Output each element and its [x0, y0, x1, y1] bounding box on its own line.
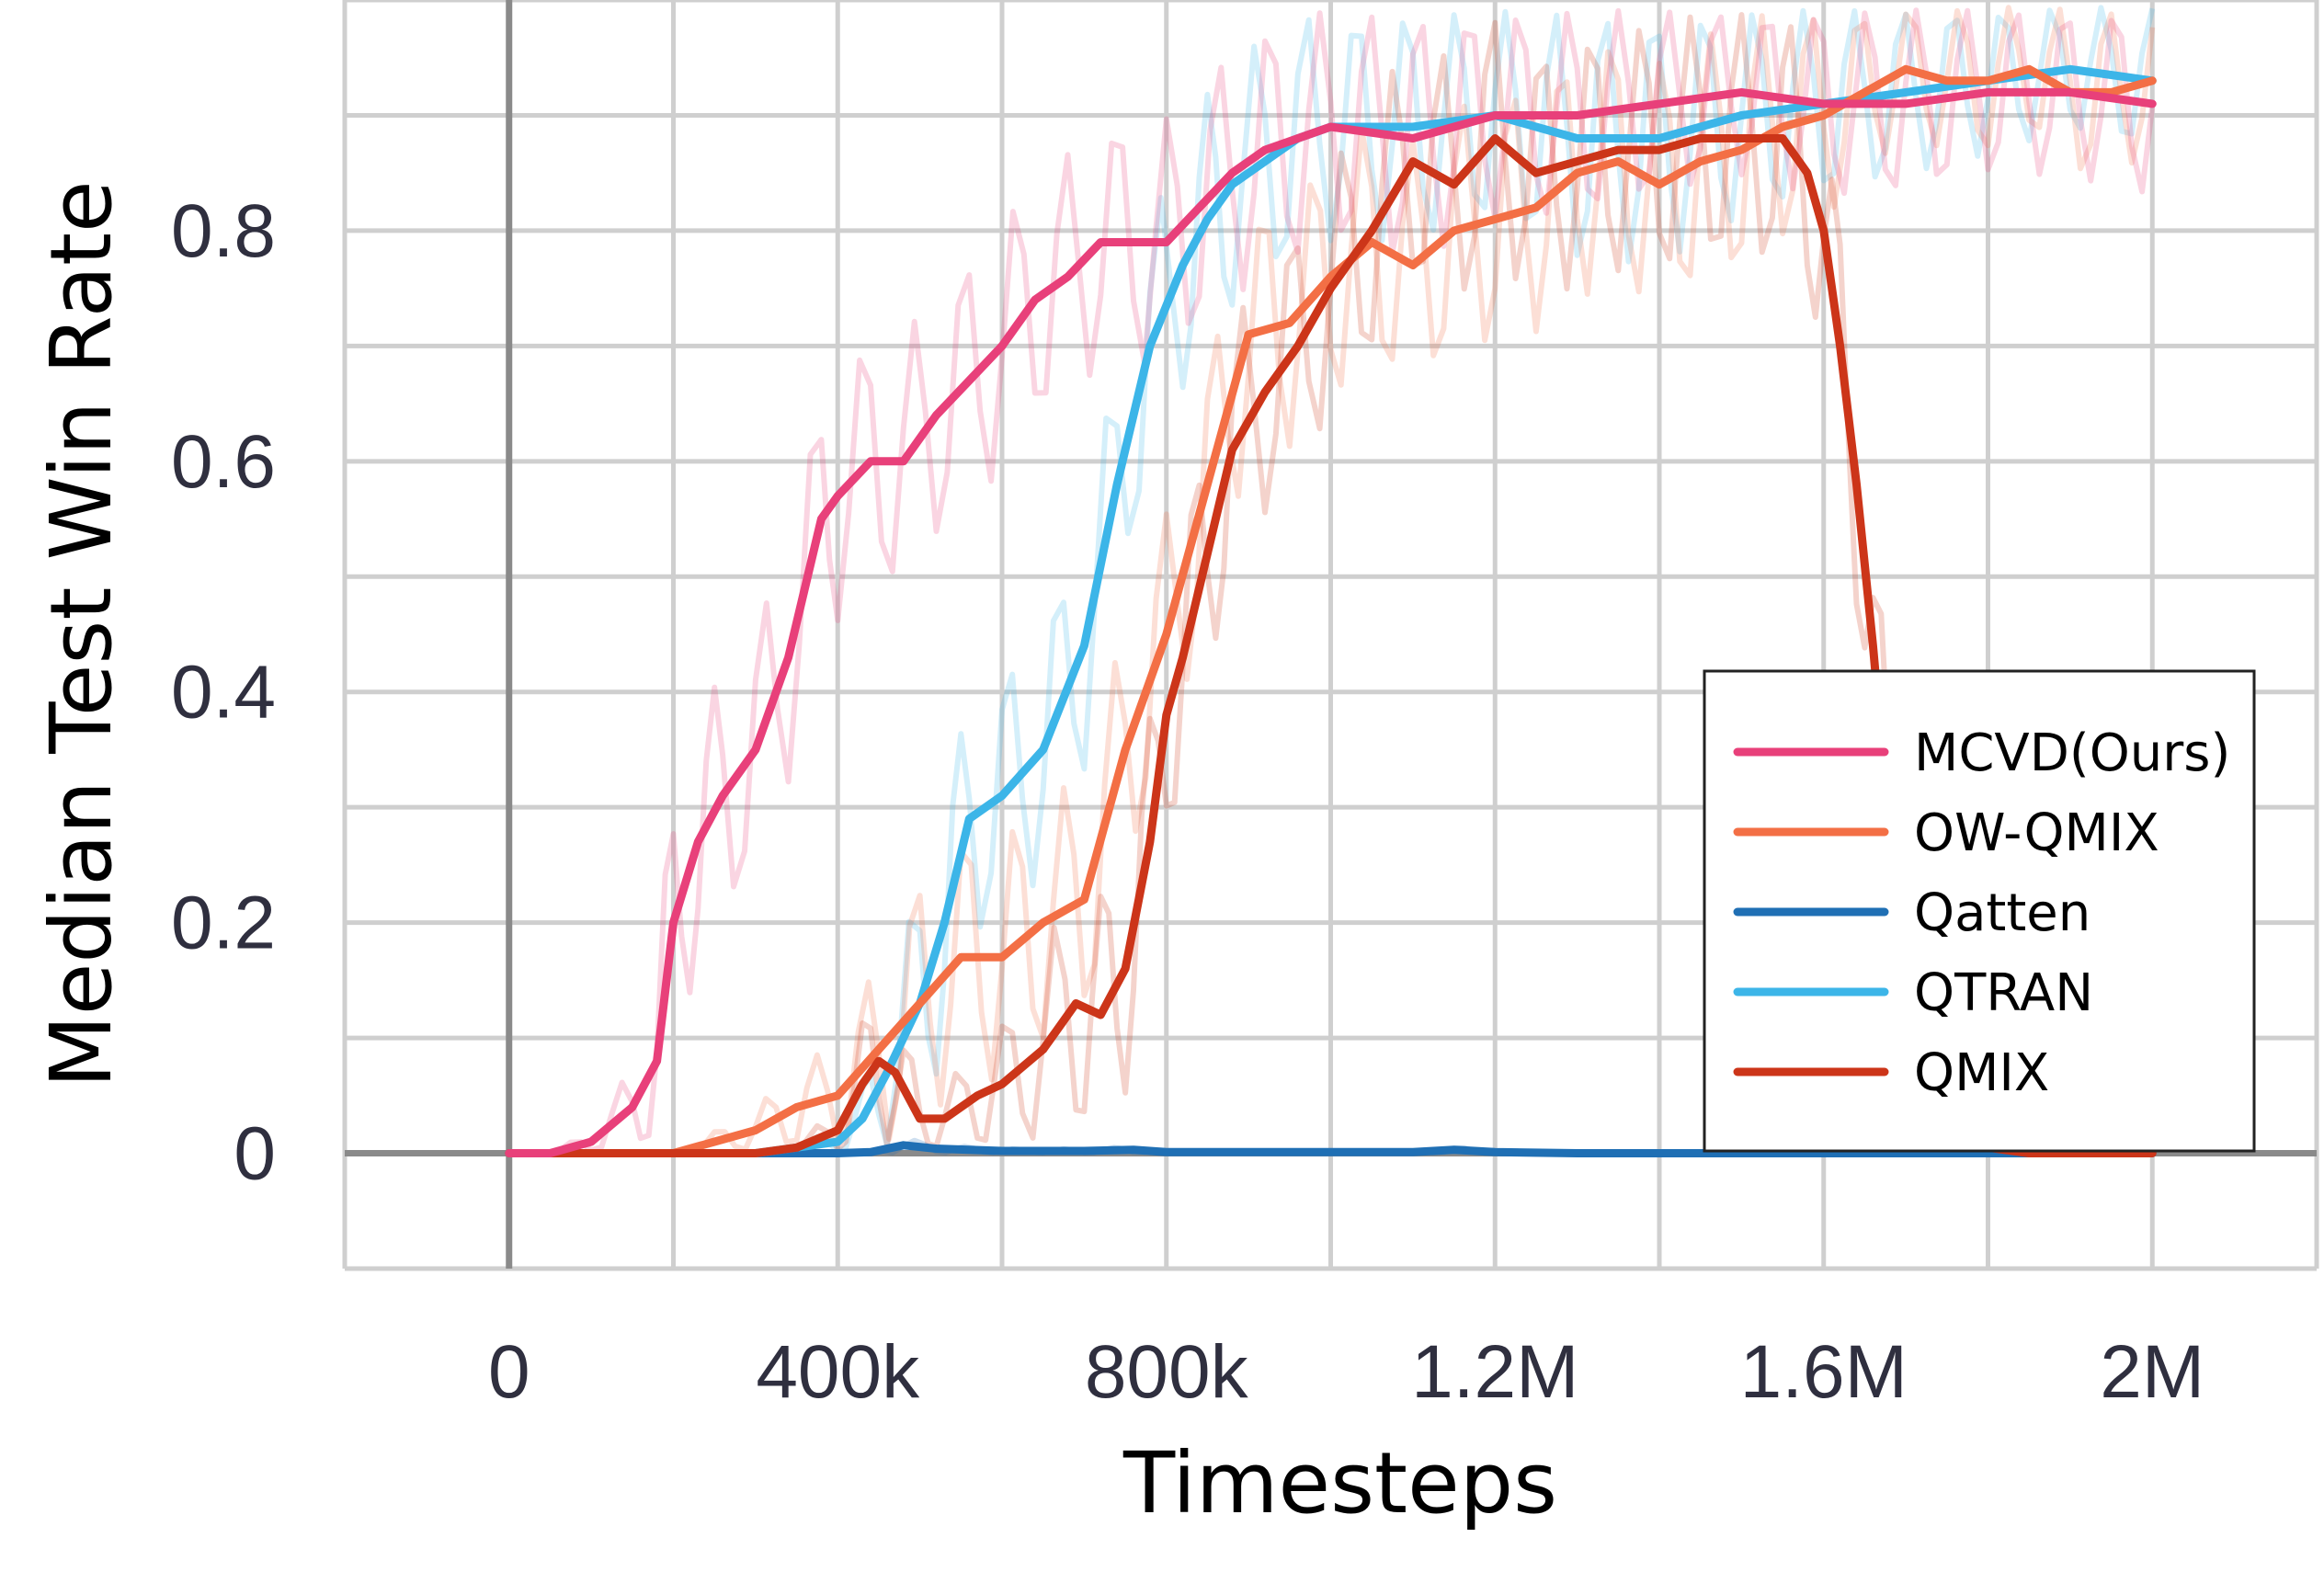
tick-labels: 0 400k 800k 1.2M 1.6M 2M 0 0.2 0.4 0.6 0.8 — [171, 189, 2204, 1414]
x-tick-label: 1.6M — [1740, 1330, 1908, 1414]
legend: MCVD(Ours) OW-QMIX Qatten QTRAN QMIX — [1703, 669, 2256, 1153]
y-tick-label: 0 — [234, 1112, 276, 1196]
series-variance-mcvd-ours — [508, 7, 2156, 1156]
y-tick-label: 0.6 — [171, 420, 276, 504]
series-line-ow-qmix — [505, 64, 2157, 1157]
y-axis-title: Median Test Win Rate — [32, 180, 131, 1088]
y-tick-label: 0.2 — [171, 882, 276, 965]
legend-label-qtran: QTRAN — [1914, 963, 2093, 1023]
legend-label-mcvd-ours: MCVD(Ours) — [1914, 723, 2230, 783]
legend-items: MCVD(Ours) OW-QMIX Qatten QTRAN QMIX — [1733, 723, 2230, 1103]
legend-label-qatten: Qatten — [1914, 883, 2090, 943]
series-line-qatten — [505, 1141, 2157, 1157]
series-line-qtran — [505, 64, 2157, 1157]
x-tick-label: 0 — [488, 1330, 530, 1414]
x-axis-title: Timesteps — [1122, 1434, 1557, 1532]
x-tick-label: 400k — [756, 1330, 920, 1414]
series-line-mcvd-ours — [505, 87, 2157, 1157]
y-tick-label: 0.4 — [171, 651, 276, 735]
x-tick-label: 1.2M — [1411, 1330, 1578, 1414]
x-tick-label: 800k — [1085, 1330, 1249, 1414]
x-tick-label: 2M — [2100, 1330, 2204, 1414]
legend-label-qmix: QMIX — [1914, 1043, 2049, 1103]
legend-label-ow-qmix: OW-QMIX — [1914, 803, 2159, 863]
y-tick-label: 0.8 — [171, 189, 276, 273]
